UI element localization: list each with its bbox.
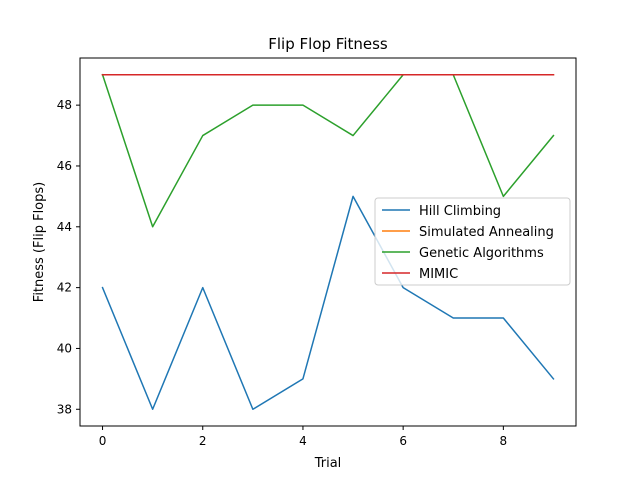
- y-tick-label: 40: [57, 341, 72, 355]
- y-tick-label: 46: [57, 159, 72, 173]
- x-axis-label: Trial: [314, 456, 342, 471]
- x-tick-label: 4: [299, 434, 307, 448]
- legend-box: [374, 197, 571, 286]
- y-tick-label: 38: [57, 402, 72, 416]
- y-tick-label: 44: [57, 220, 72, 234]
- y-tick-label: 48: [57, 98, 72, 112]
- x-axis: 0 2 4 6 8: [99, 426, 507, 448]
- series-line-genetic-algorithms: [101, 73, 555, 228]
- legend-label-mimic: MIMIC: [419, 267, 458, 282]
- plot-lines: [101, 73, 555, 411]
- legend: Hill Climbing Simulated Annealing Genetic …: [374, 197, 571, 286]
- x-tick-label: 0: [99, 434, 107, 448]
- legend-label-genetic-algorithms: Genetic Algorithms: [419, 246, 544, 261]
- x-tick-label: 6: [399, 434, 407, 448]
- legend-label-hill-climbing: Hill Climbing: [419, 204, 501, 219]
- plot-frame: [79, 57, 577, 427]
- y-tick-label: 42: [57, 281, 72, 295]
- x-tick-label: 8: [500, 434, 508, 448]
- y-axis-label: Fitness (Flip Flops): [32, 182, 47, 302]
- series-line-hill-climbing: [101, 195, 555, 411]
- y-axis: 38 40 42 44 46 48: [57, 98, 80, 416]
- legend-label-simulated-annealing: Simulated Annealing: [419, 225, 554, 240]
- x-tick-label: 2: [199, 434, 207, 448]
- chart-title: Flip Flop Fitness: [268, 35, 388, 53]
